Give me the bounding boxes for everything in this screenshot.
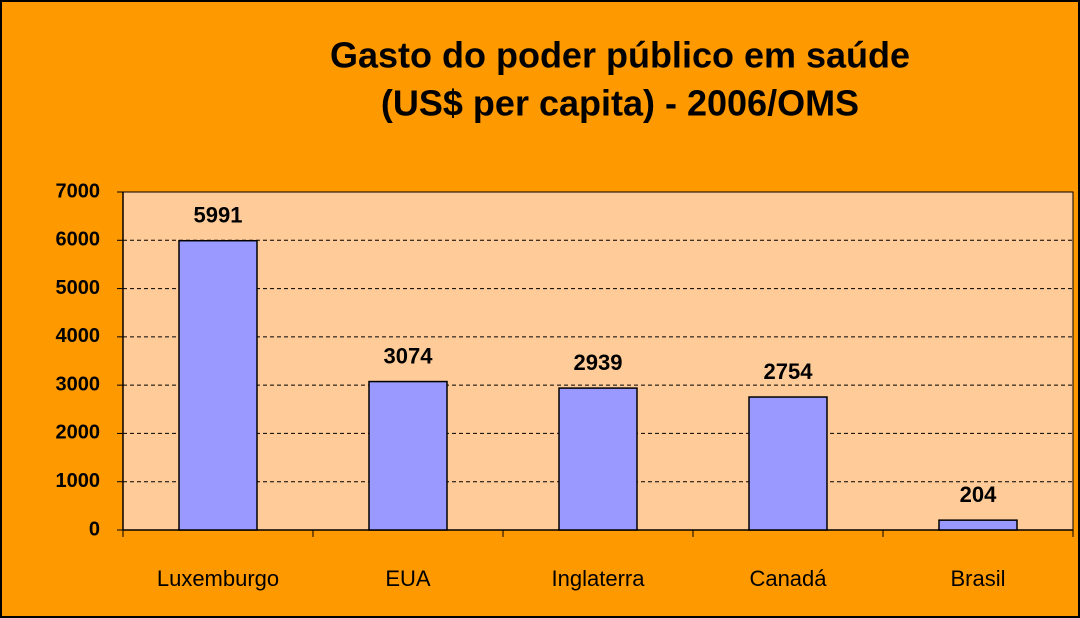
y-tick-label: 2000 <box>56 422 101 444</box>
bar <box>748 396 828 531</box>
value-label: 2939 <box>574 350 623 375</box>
y-tick-label: 6000 <box>56 229 101 251</box>
x-tick-label: Brasil <box>950 566 1005 591</box>
chart-title: (US$ per capita) - 2006/OMS <box>381 83 859 124</box>
value-label: 2754 <box>764 359 814 384</box>
y-tick-label: 3000 <box>56 373 101 395</box>
y-tick-label: 0 <box>89 518 100 540</box>
y-tick-label: 1000 <box>56 470 101 492</box>
value-label: 204 <box>960 482 997 507</box>
bar <box>178 239 258 531</box>
x-tick-label: EUA <box>385 566 431 591</box>
x-tick-label: Canadá <box>749 566 827 591</box>
value-label: 5991 <box>194 203 243 228</box>
x-tick-label: Luxemburgo <box>157 566 279 591</box>
x-tick-label: Inglaterra <box>552 566 646 591</box>
y-tick-label: 4000 <box>56 325 101 347</box>
value-label: 3074 <box>384 343 434 368</box>
bar <box>558 387 638 531</box>
bar <box>368 380 448 531</box>
y-tick-label: 7000 <box>56 180 101 202</box>
chart-title: Gasto do poder público em saúde <box>330 35 910 76</box>
y-tick-label: 5000 <box>56 277 101 299</box>
bar <box>938 519 1018 531</box>
